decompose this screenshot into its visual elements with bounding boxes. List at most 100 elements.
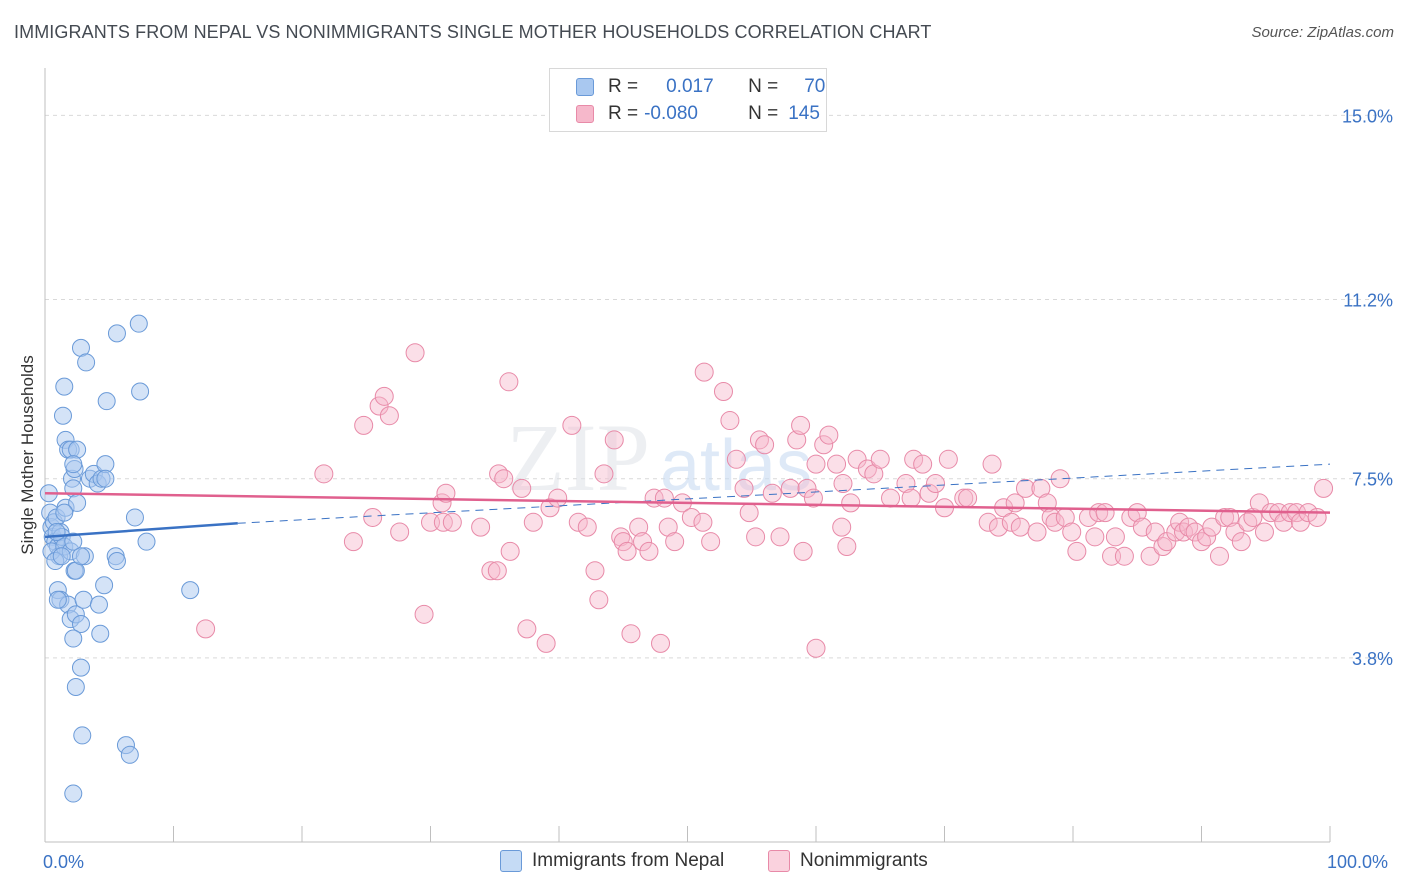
- nonimmigrants-point: [913, 454, 933, 474]
- nonimmigrants-point: [681, 507, 701, 527]
- nonimmigrants-trend-line: [44, 491, 1331, 514]
- nonimmigrants-point: [654, 488, 674, 508]
- watermark-zip: ZIP: [506, 404, 650, 511]
- nonimmigrants-point: [832, 517, 852, 537]
- nonimmigrants-point: [841, 493, 861, 513]
- nonimmigrants-point: [806, 454, 826, 474]
- nonimmigrants-point: [1170, 512, 1190, 532]
- nonimmigrants-point: [746, 527, 766, 547]
- r-label: R =: [608, 76, 639, 97]
- nonimmigrants-point: [369, 396, 389, 416]
- nonimmigrants-point: [1202, 517, 1222, 537]
- nonimmigrants-point: [1225, 522, 1245, 542]
- nonimmigrants-point: [982, 454, 1002, 474]
- y-tick-label: 3.8%: [1352, 649, 1393, 669]
- nonimmigrants-point: [720, 411, 740, 431]
- nonimmigrants-point: [1274, 512, 1294, 532]
- nonimmigrants-legend-swatch: [768, 850, 790, 872]
- nepal-point: [131, 382, 150, 401]
- gridlines: [45, 114, 1390, 659]
- nonimmigrants-point: [1095, 503, 1115, 523]
- nonimmigrants-point: [827, 454, 847, 474]
- nepal-point: [137, 532, 156, 551]
- nonimmigrants-point: [589, 590, 609, 610]
- nonimmigrants-point: [793, 541, 813, 561]
- x-tick-min: 0.0%: [43, 852, 85, 872]
- nonimmigrants-point: [562, 415, 582, 435]
- nepal-point: [71, 615, 90, 634]
- nonimmigrants-swatch: [576, 105, 594, 123]
- legend-item-nonimmigrants[interactable]: Nonimmigrants: [768, 850, 928, 872]
- nonimmigrants-point: [621, 624, 641, 644]
- nonimmigrants-point: [806, 638, 826, 658]
- nonimmigrants-point: [536, 633, 556, 653]
- nonimmigrants-point: [787, 430, 807, 450]
- nepal-point: [107, 552, 126, 571]
- nonimmigrants-point: [837, 537, 857, 557]
- r-label: R =: [608, 103, 639, 124]
- nonimmigrants-point: [791, 415, 811, 435]
- nepal-swatch: [576, 78, 594, 96]
- nonimmigrants-point: [1027, 522, 1047, 542]
- nepal-point: [64, 455, 83, 474]
- nonimmigrants-point: [354, 415, 374, 435]
- nonimmigrants-point: [857, 459, 877, 479]
- r-value: -0.080: [644, 103, 698, 124]
- nonimmigrants-point: [379, 406, 399, 426]
- nepal-point: [71, 658, 90, 677]
- nepal-point: [48, 590, 67, 609]
- nonimmigrants-point: [938, 449, 958, 469]
- nonimmigrants-point: [694, 362, 714, 382]
- nepal-point: [97, 392, 116, 411]
- nepal-point: [73, 726, 92, 745]
- nonimmigrants-point: [633, 532, 653, 552]
- nepal-point: [77, 353, 96, 372]
- nonimmigrants-point: [481, 561, 501, 581]
- nonimmigrants-point: [374, 386, 394, 406]
- nonimmigrants-point: [639, 541, 659, 561]
- bottom-legend: Immigrants from Nepal Nonimmigrants: [0, 850, 1406, 880]
- legend-label-nepal: Immigrants from Nepal: [532, 850, 725, 871]
- nonimmigrants-point: [1085, 527, 1105, 547]
- nonimmigrants-point: [693, 512, 713, 532]
- nonimmigrants-point: [1045, 512, 1065, 532]
- nonimmigrants-point: [548, 488, 568, 508]
- nonimmigrants-point: [343, 532, 363, 552]
- n-value: 70: [804, 76, 826, 97]
- nonimmigrants-point: [701, 532, 721, 552]
- nonimmigrants-point: [780, 478, 800, 498]
- n-label: N =: [748, 103, 779, 124]
- nonimmigrants-point: [1127, 503, 1147, 523]
- nonimmigrants-point: [770, 527, 790, 547]
- nepal-point: [89, 595, 108, 614]
- nonimmigrants-point: [1114, 546, 1134, 566]
- stats-legend: R = 0.017 N = 70 R = -0.080 N = 145: [549, 68, 827, 132]
- nonimmigrants-point: [611, 527, 631, 547]
- nonimmigrants-point: [901, 488, 921, 508]
- nonimmigrants-point: [1197, 527, 1217, 547]
- nonimmigrants-point: [665, 532, 685, 552]
- nonimmigrants-point: [1209, 546, 1229, 566]
- nonimmigrants-point: [870, 449, 890, 469]
- r-value: 0.017: [666, 76, 714, 97]
- nonimmigrants-point: [1166, 522, 1186, 542]
- nepal-trend-extension: [237, 463, 1331, 524]
- nonimmigrants-point: [814, 435, 834, 455]
- nonimmigrants-point: [487, 561, 507, 581]
- nonimmigrants-point: [1179, 517, 1199, 537]
- nonimmigrants-point: [988, 517, 1008, 537]
- stats-row-nepal: R = 0.017 N = 70: [550, 74, 825, 100]
- axes: [44, 68, 1331, 843]
- nonimmigrants-point: [1001, 512, 1021, 532]
- nonimmigrants-point: [926, 474, 946, 494]
- y-tick-label: 7.5%: [1352, 470, 1393, 490]
- nonimmigrants-point: [390, 522, 410, 542]
- legend-item-nepal[interactable]: Immigrants from Nepal: [500, 850, 724, 872]
- nonimmigrants-point: [1010, 517, 1030, 537]
- y-tick-labels: 3.8% 7.5% 11.2% 15.0%: [1342, 106, 1393, 669]
- nonimmigrants-point: [594, 464, 614, 484]
- nonimmigrants-points: [196, 343, 1334, 658]
- nonimmigrants-point: [1231, 532, 1251, 552]
- nonimmigrants-point: [1220, 507, 1240, 527]
- nonimmigrants-point: [629, 517, 649, 537]
